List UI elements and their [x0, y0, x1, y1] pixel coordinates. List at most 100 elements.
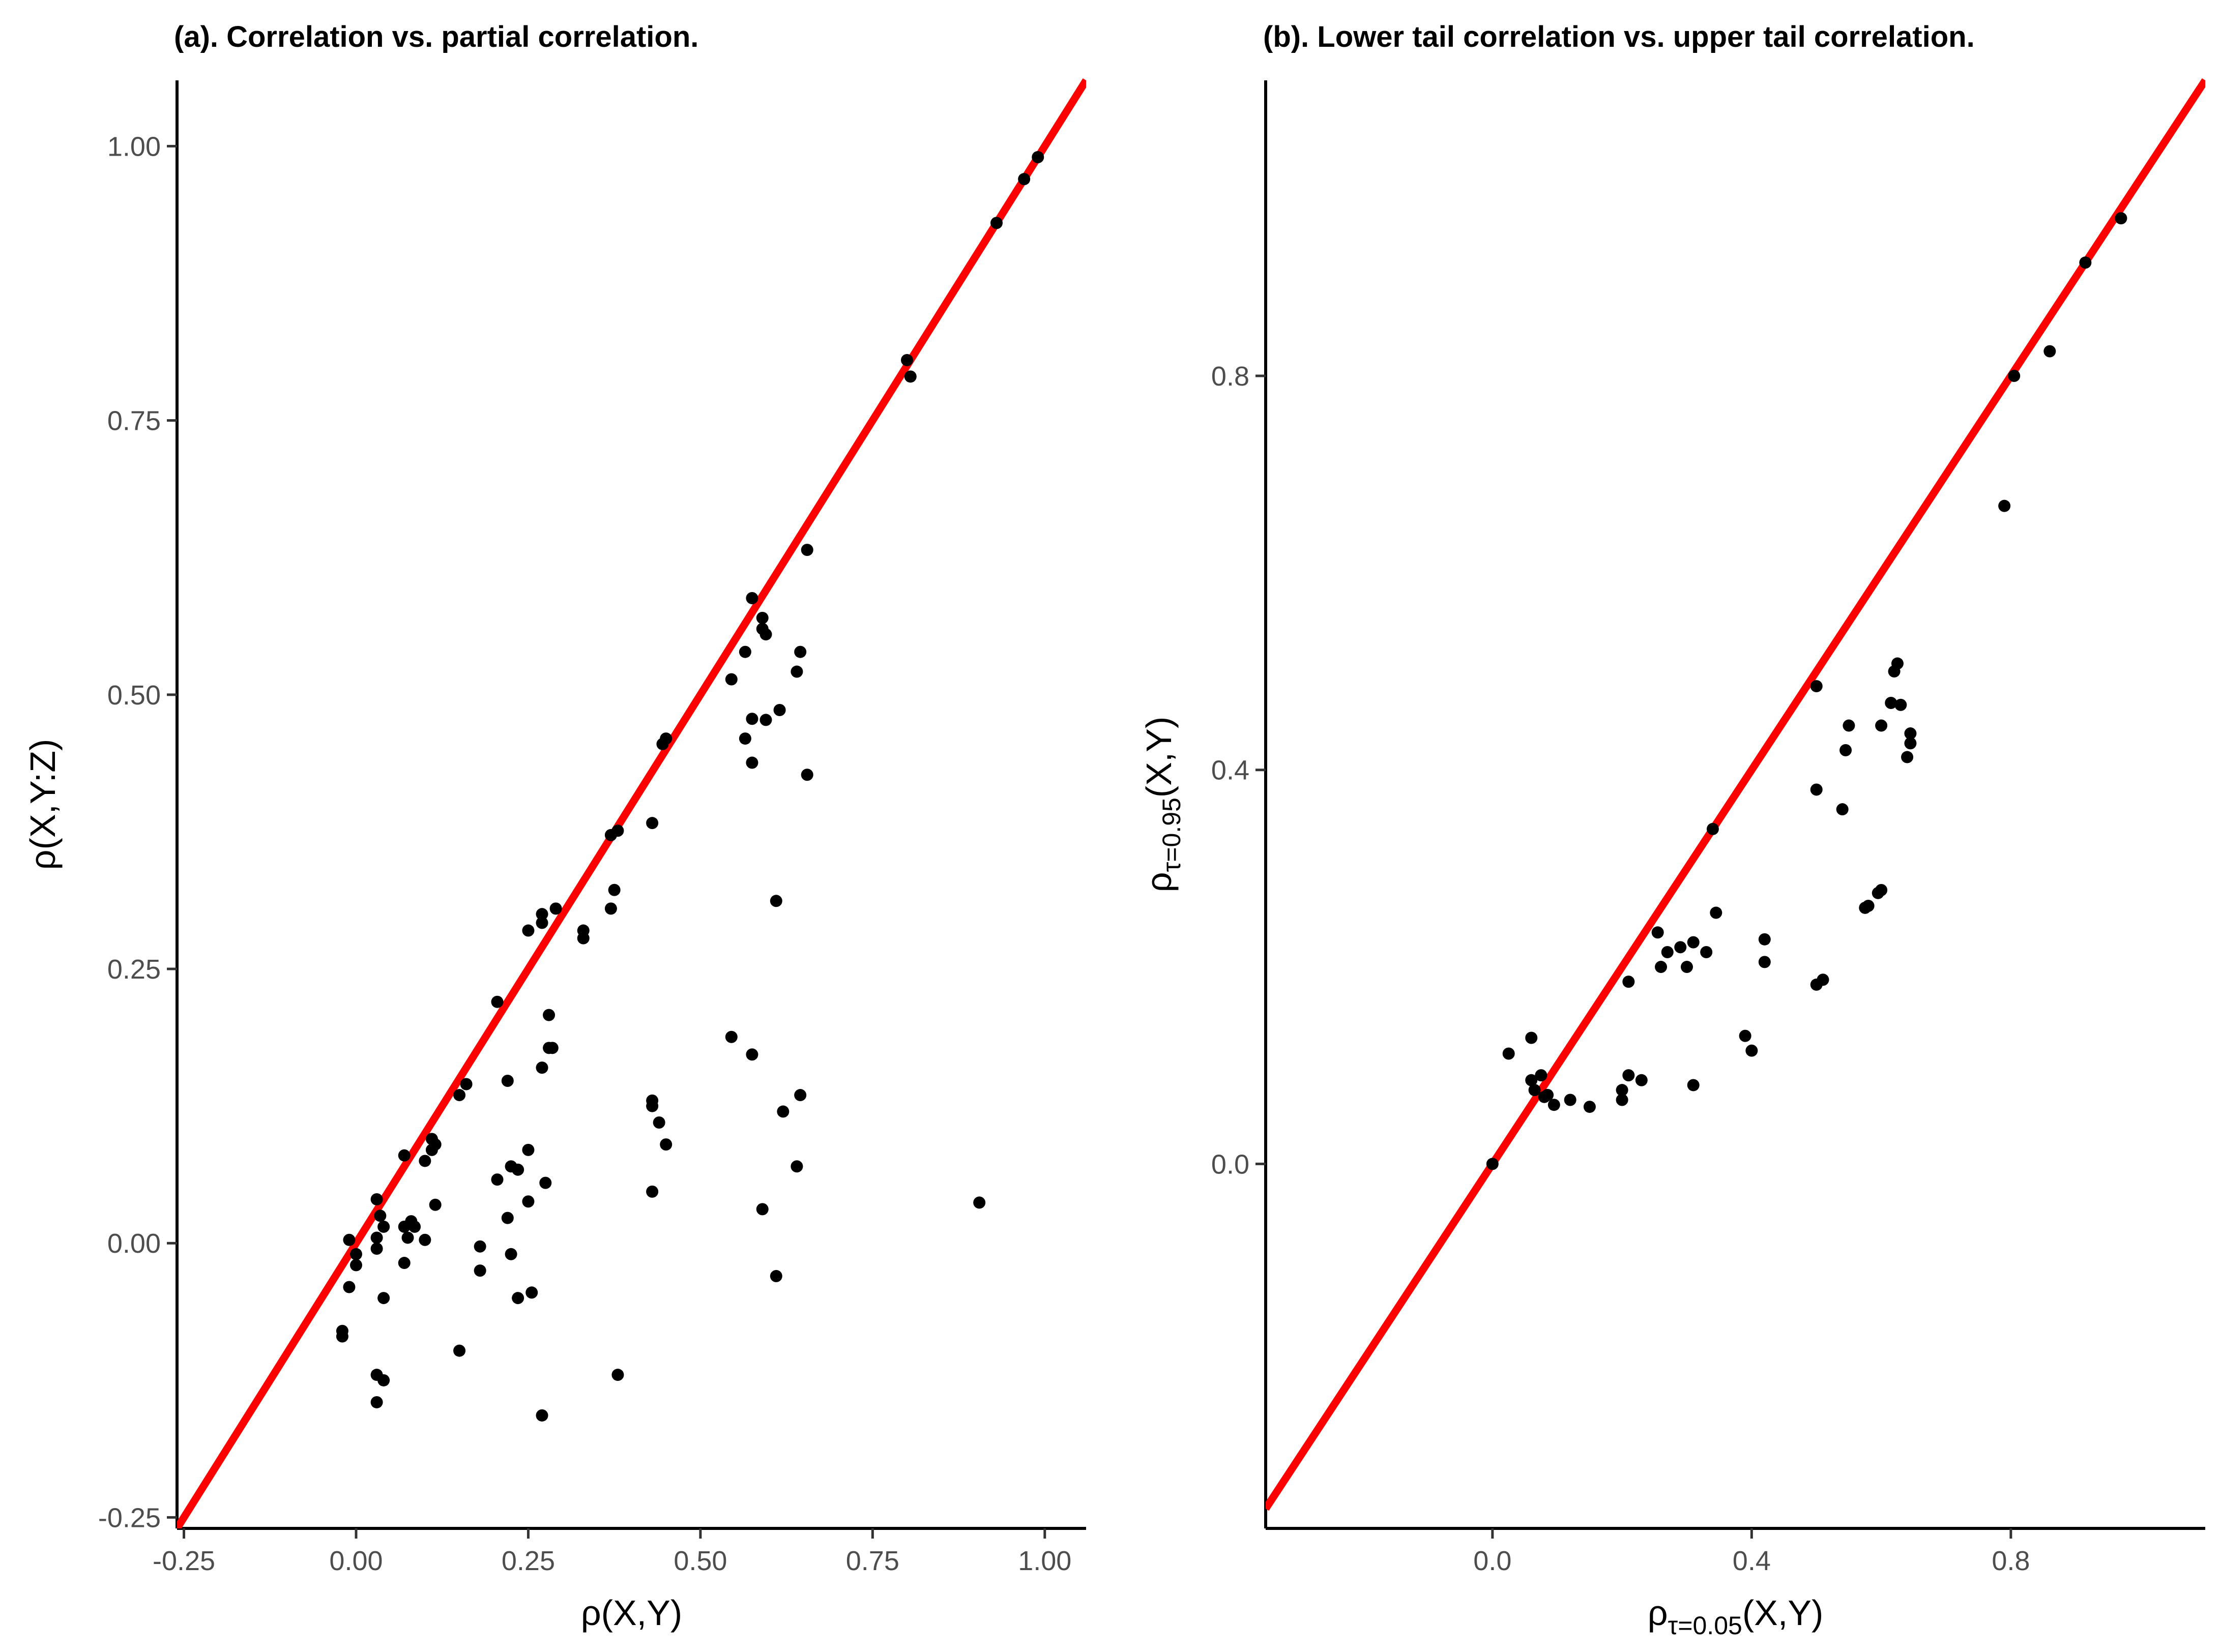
- data-point: [1525, 1074, 1538, 1086]
- x-tick-label: 0.4: [1733, 1546, 1771, 1576]
- data-point: [1810, 680, 1823, 693]
- data-point: [522, 1143, 535, 1156]
- data-point: [512, 1163, 524, 1176]
- y-tick-label: 1.00: [107, 131, 161, 162]
- data-point: [398, 1149, 411, 1162]
- data-point: [429, 1138, 442, 1151]
- data-point: [525, 1286, 538, 1299]
- data-point: [791, 1160, 803, 1173]
- data-point: [1486, 1158, 1499, 1170]
- data-point: [577, 924, 590, 937]
- data-point: [370, 1243, 383, 1255]
- data-point: [1528, 1084, 1541, 1097]
- data-point: [536, 917, 548, 929]
- data-point: [408, 1220, 421, 1233]
- data-point: [539, 1176, 552, 1189]
- data-point: [1843, 719, 1855, 732]
- data-point: [1635, 1074, 1648, 1086]
- y-axis-label: ρ(X,Y:Z): [23, 739, 63, 870]
- data-point: [1032, 151, 1044, 163]
- x-tick-label: 1.00: [1018, 1546, 1071, 1576]
- data-point: [739, 645, 751, 658]
- data-point: [1758, 956, 1771, 968]
- data-point: [973, 1196, 986, 1209]
- data-point: [453, 1344, 466, 1357]
- data-point: [1661, 946, 1674, 959]
- data-point: [1687, 1079, 1700, 1092]
- data-point: [739, 732, 751, 745]
- reference-line: [1266, 78, 2205, 1511]
- panel-a: (a). Correlation vs. partial correlation…: [23, 20, 1086, 1633]
- data-point: [777, 1105, 790, 1118]
- data-point: [505, 1248, 517, 1260]
- data-point: [1525, 1031, 1538, 1044]
- data-point: [1700, 946, 1713, 959]
- data-point: [1616, 1084, 1628, 1097]
- data-point: [2115, 212, 2127, 225]
- y-axis-label-sub: τ=0.95: [1157, 798, 1186, 872]
- data-point: [801, 544, 813, 556]
- data-point: [1875, 719, 1888, 732]
- data-point: [343, 1233, 356, 1246]
- data-point: [646, 817, 659, 830]
- data-point: [343, 1281, 356, 1293]
- data-point: [2079, 256, 2092, 269]
- data-point: [1894, 698, 1907, 711]
- reference-line: [177, 78, 1086, 1528]
- data-point: [746, 713, 758, 725]
- data-point: [1810, 783, 1823, 796]
- data-point: [377, 1220, 390, 1233]
- data-point: [611, 824, 624, 837]
- data-point: [474, 1264, 486, 1277]
- x-tick-label: 0.25: [502, 1546, 555, 1576]
- x-tick-label: 0.75: [846, 1546, 899, 1576]
- data-point: [1687, 936, 1700, 949]
- data-point: [536, 1061, 548, 1074]
- data-point: [1541, 1088, 1554, 1101]
- data-point: [474, 1240, 486, 1253]
- data-point: [491, 995, 504, 1008]
- data-point: [460, 1078, 473, 1090]
- data-point: [453, 1089, 466, 1102]
- data-point: [1745, 1044, 1758, 1057]
- chart-title: (b). Lower tail correlation vs. upper ta…: [1263, 20, 1975, 53]
- data-point: [604, 902, 617, 915]
- data-point: [746, 592, 758, 605]
- data-point: [1564, 1094, 1576, 1106]
- data-point: [660, 1138, 673, 1151]
- data-point: [349, 1259, 362, 1272]
- data-point: [491, 1173, 504, 1186]
- y-tick-label: 0.0: [1211, 1149, 1249, 1179]
- data-point: [522, 924, 535, 937]
- data-point: [901, 353, 914, 366]
- data-point: [349, 1248, 362, 1260]
- x-axis-label-sub: τ=0.05: [1668, 1611, 1742, 1640]
- data-point: [1862, 899, 1875, 912]
- data-point: [760, 714, 772, 726]
- data-point: [1901, 751, 1914, 763]
- data-point: [419, 1155, 431, 1167]
- data-point: [1583, 1101, 1596, 1113]
- data-point: [794, 1089, 807, 1102]
- data-point: [1839, 744, 1852, 756]
- data-point: [608, 883, 621, 896]
- data-point: [370, 1231, 383, 1244]
- y-tick-label: 0.75: [107, 406, 161, 436]
- data-point: [1018, 173, 1031, 186]
- x-tick-label: -0.25: [153, 1546, 215, 1576]
- data-point: [543, 1009, 556, 1021]
- data-point: [501, 1075, 514, 1087]
- data-point: [770, 895, 782, 907]
- data-point: [746, 1048, 758, 1061]
- data-point: [429, 1198, 442, 1211]
- data-point: [512, 1292, 524, 1305]
- data-point: [1622, 976, 1635, 988]
- data-point: [756, 1203, 769, 1216]
- data-point: [646, 1185, 659, 1198]
- data-point: [1710, 906, 1722, 919]
- data-point: [1885, 697, 1897, 710]
- data-point: [1706, 822, 1719, 835]
- data-point: [1547, 1099, 1560, 1111]
- data-point: [725, 1030, 738, 1043]
